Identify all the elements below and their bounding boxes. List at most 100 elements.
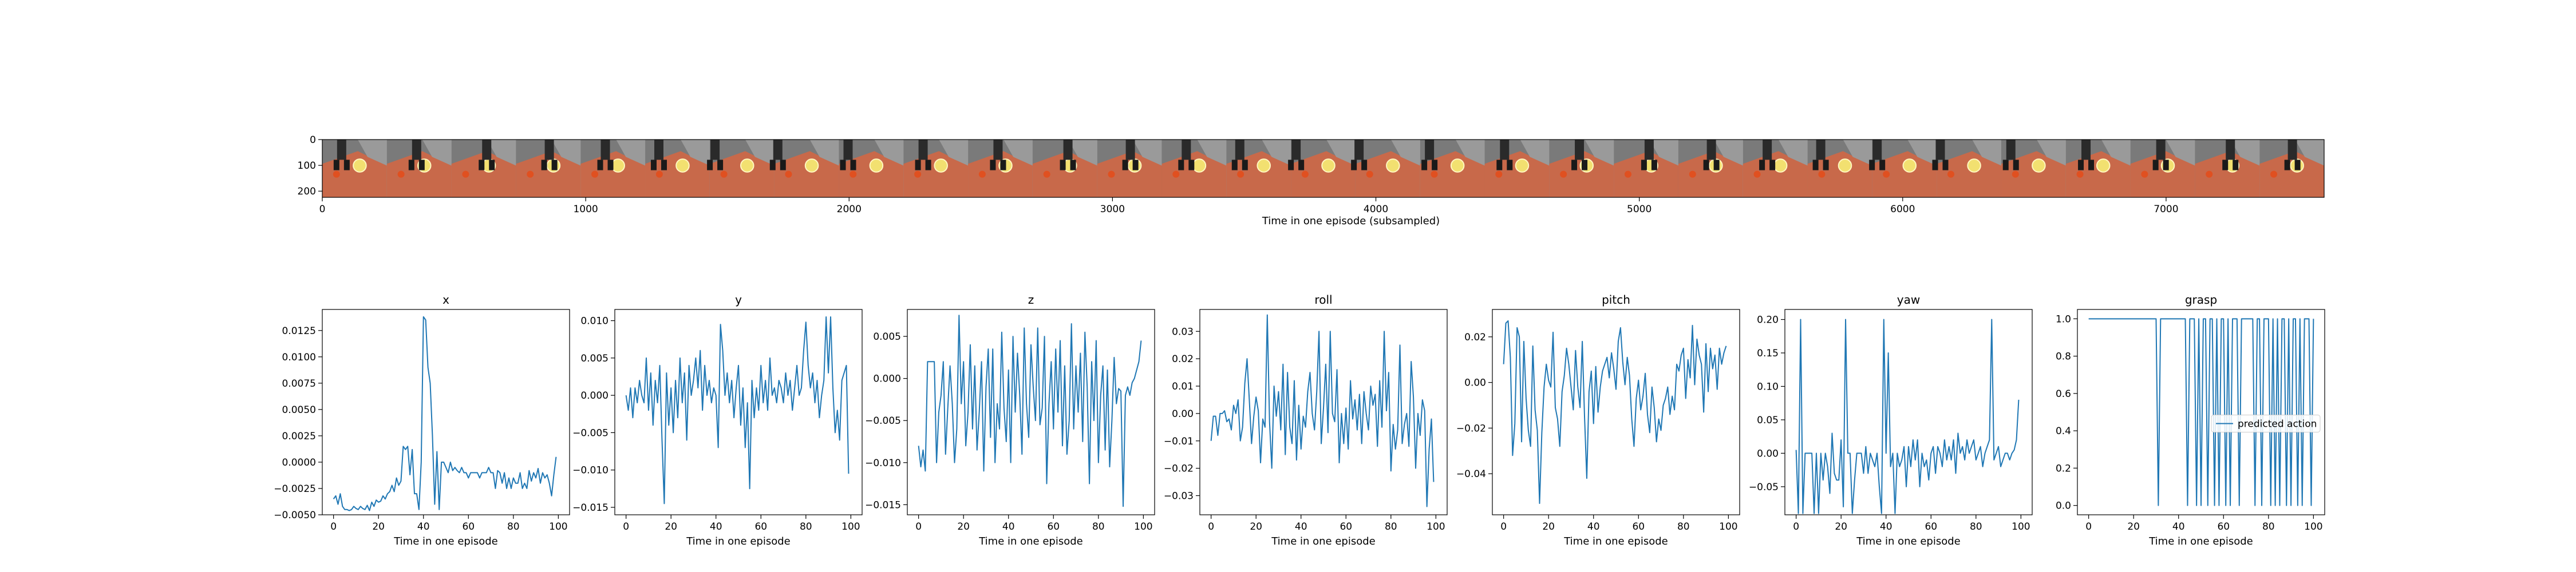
filmstrip-ytick-label: 200 <box>298 186 316 197</box>
filmstrip-frame <box>769 140 839 197</box>
xtick-label: 0 <box>2085 521 2092 533</box>
xtick-label: 60 <box>1925 521 1937 533</box>
xtick-label: 40 <box>1587 521 1600 533</box>
filmstrip-xtick-label: 1000 <box>573 204 598 215</box>
xtick-label: 80 <box>1677 521 1690 533</box>
filmstrip-frame <box>1743 140 1808 197</box>
panel-frame <box>614 309 863 515</box>
series-line-z <box>918 315 1142 507</box>
filmstrip-frame <box>1869 140 1937 197</box>
xtick-label: 40 <box>710 521 722 533</box>
filmstrip-frame <box>645 140 710 197</box>
panel-frame <box>1784 309 2033 515</box>
ytick-label: 0.000 <box>873 374 901 385</box>
filmstrip-frame <box>839 140 904 197</box>
ytick-label: 0.0 <box>2056 500 2071 512</box>
xtick-label: 80 <box>1092 521 1105 533</box>
filmstrip-xtick-label: 4000 <box>1364 204 1388 215</box>
xtick-label: 80 <box>1385 521 1397 533</box>
filmstrip-frame <box>1161 140 1227 197</box>
ytick-label: 0.00 <box>1464 378 1486 389</box>
filmstrip-frame <box>1288 140 1356 197</box>
ytick-label: −0.015 <box>865 499 901 511</box>
filmstrip-xtick-label: 0 <box>319 204 326 215</box>
panel-title: grasp <box>2185 293 2217 307</box>
ytick-label: −0.02 <box>1456 423 1486 434</box>
panel-frame <box>2077 309 2325 515</box>
ytick-label: 0.01 <box>1172 381 1194 392</box>
xtick-label: 60 <box>754 521 767 533</box>
filmstrip-frame <box>1807 140 1872 197</box>
filmstrip-frame <box>1032 140 1097 197</box>
ytick-label: 0.0100 <box>282 352 316 363</box>
ytick-label: 0.0025 <box>282 431 316 442</box>
xtick-label: 0 <box>1500 521 1507 533</box>
ytick-label: −0.005 <box>572 427 609 439</box>
series-line-y <box>625 316 850 505</box>
xtick-label: 60 <box>462 521 475 533</box>
series-line-roll <box>1210 314 1435 507</box>
xtick-label: 20 <box>372 521 385 533</box>
ytick-label: −0.015 <box>572 502 609 514</box>
xtick-label: 40 <box>417 521 430 533</box>
ytick-label: 0.03 <box>1172 326 1194 337</box>
series-line-x <box>333 316 557 511</box>
filmstrip-frame <box>1614 140 1678 197</box>
ytick-label: 0.02 <box>1172 353 1194 365</box>
filmstrip-frame <box>1484 140 1550 197</box>
xtick-label: 100 <box>1719 521 1737 533</box>
filmstrip-frame <box>2065 140 2131 197</box>
filmstrip-frame <box>1097 140 1162 197</box>
xtick-label: 100 <box>2012 521 2030 533</box>
panel-roll: 0 20 40 60 80 100 −0.03 −0.02 −0.01 0.00 0.01 0.02 0… <box>1164 293 1448 547</box>
ytick-label: −0.0025 <box>274 483 316 495</box>
panel-xlabel: Time in one episode <box>2148 535 2253 547</box>
panel-title: yaw <box>1897 293 1920 307</box>
filmstrip-frame <box>1351 140 1420 197</box>
filmstrip-axes: 0 1000 2000 3000 4000 5000 6000 7000 0 100 200 <box>298 134 2325 215</box>
filmstrip-frame-border <box>322 139 2325 198</box>
ytick-label: −0.04 <box>1456 468 1486 480</box>
panel-title: x <box>442 293 449 307</box>
ytick-label: 0.15 <box>1757 348 1779 359</box>
xtick-label: 0 <box>623 521 629 533</box>
panel-y: 0 20 40 60 80 100 −0.015 −0.010 −0.005 0.000 0.005… <box>572 293 863 547</box>
panel-xlabel: Time in one episode <box>978 535 1083 547</box>
xtick-label: 40 <box>1002 521 1015 533</box>
ytick-label: 0.20 <box>1757 315 1779 326</box>
xtick-label: 60 <box>1340 521 1352 533</box>
ytick-label: −0.02 <box>1164 463 1194 475</box>
xtick-label: 20 <box>957 521 970 533</box>
xtick-label: 80 <box>800 521 812 533</box>
legend-label: predicted action <box>2238 419 2317 430</box>
ytick-label: −0.010 <box>572 465 609 476</box>
filmstrip-xtick-label: 7000 <box>2154 204 2178 215</box>
filmstrip-frame <box>2130 140 2195 197</box>
panel-z: 0 20 40 60 80 100 −0.015 −0.010 −0.005 0.000 0.005… <box>865 293 1155 547</box>
xtick-label: 100 <box>1134 521 1152 533</box>
panel-frame <box>1492 309 1740 515</box>
filmstrip-frame <box>580 140 646 197</box>
filmstrip-xtick-label: 6000 <box>1890 204 1915 215</box>
ytick-label: −0.01 <box>1164 436 1194 447</box>
xtick-label: 100 <box>2304 521 2322 533</box>
filmstrip-frame <box>451 140 516 197</box>
ytick-label: −0.03 <box>1164 490 1194 502</box>
xtick-label: 0 <box>1208 521 1214 533</box>
xtick-label: 40 <box>2172 521 2185 533</box>
xtick-label: 20 <box>1835 521 1847 533</box>
filmstrip-frame <box>386 140 452 197</box>
ytick-label: −0.05 <box>1749 482 1779 493</box>
xtick-label: 60 <box>1047 521 1060 533</box>
filmstrip-frame <box>2259 140 2324 197</box>
panel-frame <box>322 309 570 515</box>
ytick-label: 0.0075 <box>282 378 316 390</box>
ytick-label: 0.0050 <box>282 404 316 416</box>
filmstrip-frame <box>2001 140 2066 197</box>
xtick-label: 0 <box>330 521 337 533</box>
ytick-label: 0.00 <box>1757 448 1779 459</box>
filmstrip-frame <box>2195 140 2260 197</box>
filmstrip-ytick-label: 0 <box>310 134 316 146</box>
ytick-label: 1.0 <box>2056 313 2071 325</box>
